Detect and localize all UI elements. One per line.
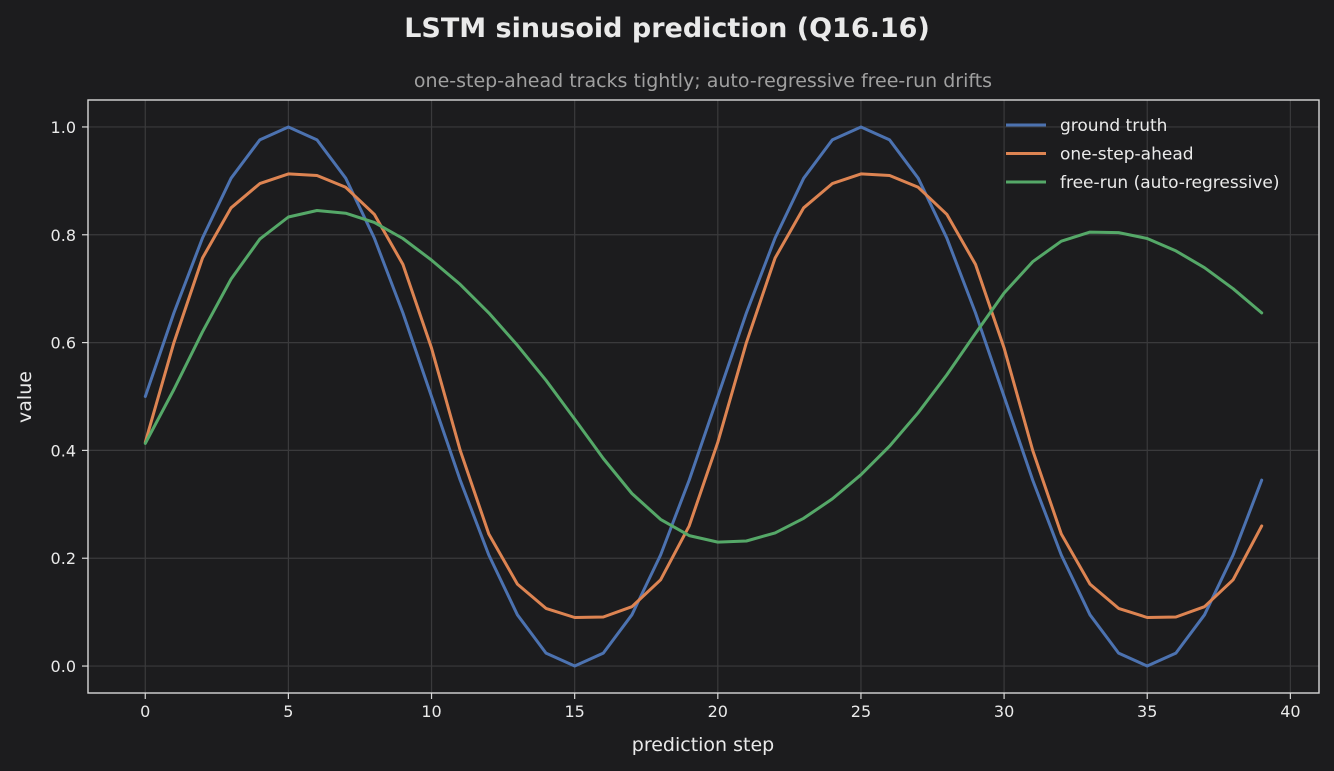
y-tick-label: 0.0 bbox=[51, 657, 76, 676]
x-tick-label: 20 bbox=[708, 702, 728, 721]
x-tick-label: 0 bbox=[140, 702, 150, 721]
y-axis-label: value bbox=[14, 371, 36, 423]
series-line-1 bbox=[143, 172, 1264, 619]
x-tick-label: 30 bbox=[994, 702, 1014, 721]
x-axis-label: prediction step bbox=[632, 734, 774, 756]
series-lines bbox=[143, 125, 1264, 668]
legend-label: free-run (auto-regressive) bbox=[1060, 173, 1279, 193]
x-tick-label: 25 bbox=[851, 702, 871, 721]
y-tick-label: 0.2 bbox=[51, 549, 76, 568]
legend-label: ground truth bbox=[1060, 116, 1167, 136]
series-line-0 bbox=[143, 125, 1264, 668]
axis-ticks: 0 5 10 15 20 25 30 35 40 0.0 0.2 0.4 0.6 0.8 1.0 bbox=[51, 118, 1301, 721]
x-tick-label: 35 bbox=[1137, 702, 1157, 721]
y-tick-label: 0.8 bbox=[51, 226, 76, 245]
y-tick-label: 0.6 bbox=[51, 334, 76, 353]
legend: ground truth one-step-ahead free-run (auto… bbox=[1006, 116, 1279, 193]
y-tick-label: 0.4 bbox=[51, 441, 76, 460]
x-tick-label: 5 bbox=[283, 702, 293, 721]
x-tick-label: 40 bbox=[1280, 702, 1300, 721]
chart-subtitle: one-step-ahead tracks tightly; auto-regr… bbox=[414, 70, 992, 92]
x-tick-label: 10 bbox=[421, 702, 441, 721]
x-tick-label: 15 bbox=[564, 702, 584, 721]
plot-frame bbox=[87, 99, 1320, 694]
legend-label: one-step-ahead bbox=[1060, 145, 1194, 165]
series-line-2 bbox=[143, 209, 1264, 544]
chart-title: LSTM sinusoid prediction (Q16.16) bbox=[404, 13, 930, 44]
y-tick-label: 1.0 bbox=[51, 118, 76, 137]
grid-lines bbox=[88, 100, 1319, 693]
